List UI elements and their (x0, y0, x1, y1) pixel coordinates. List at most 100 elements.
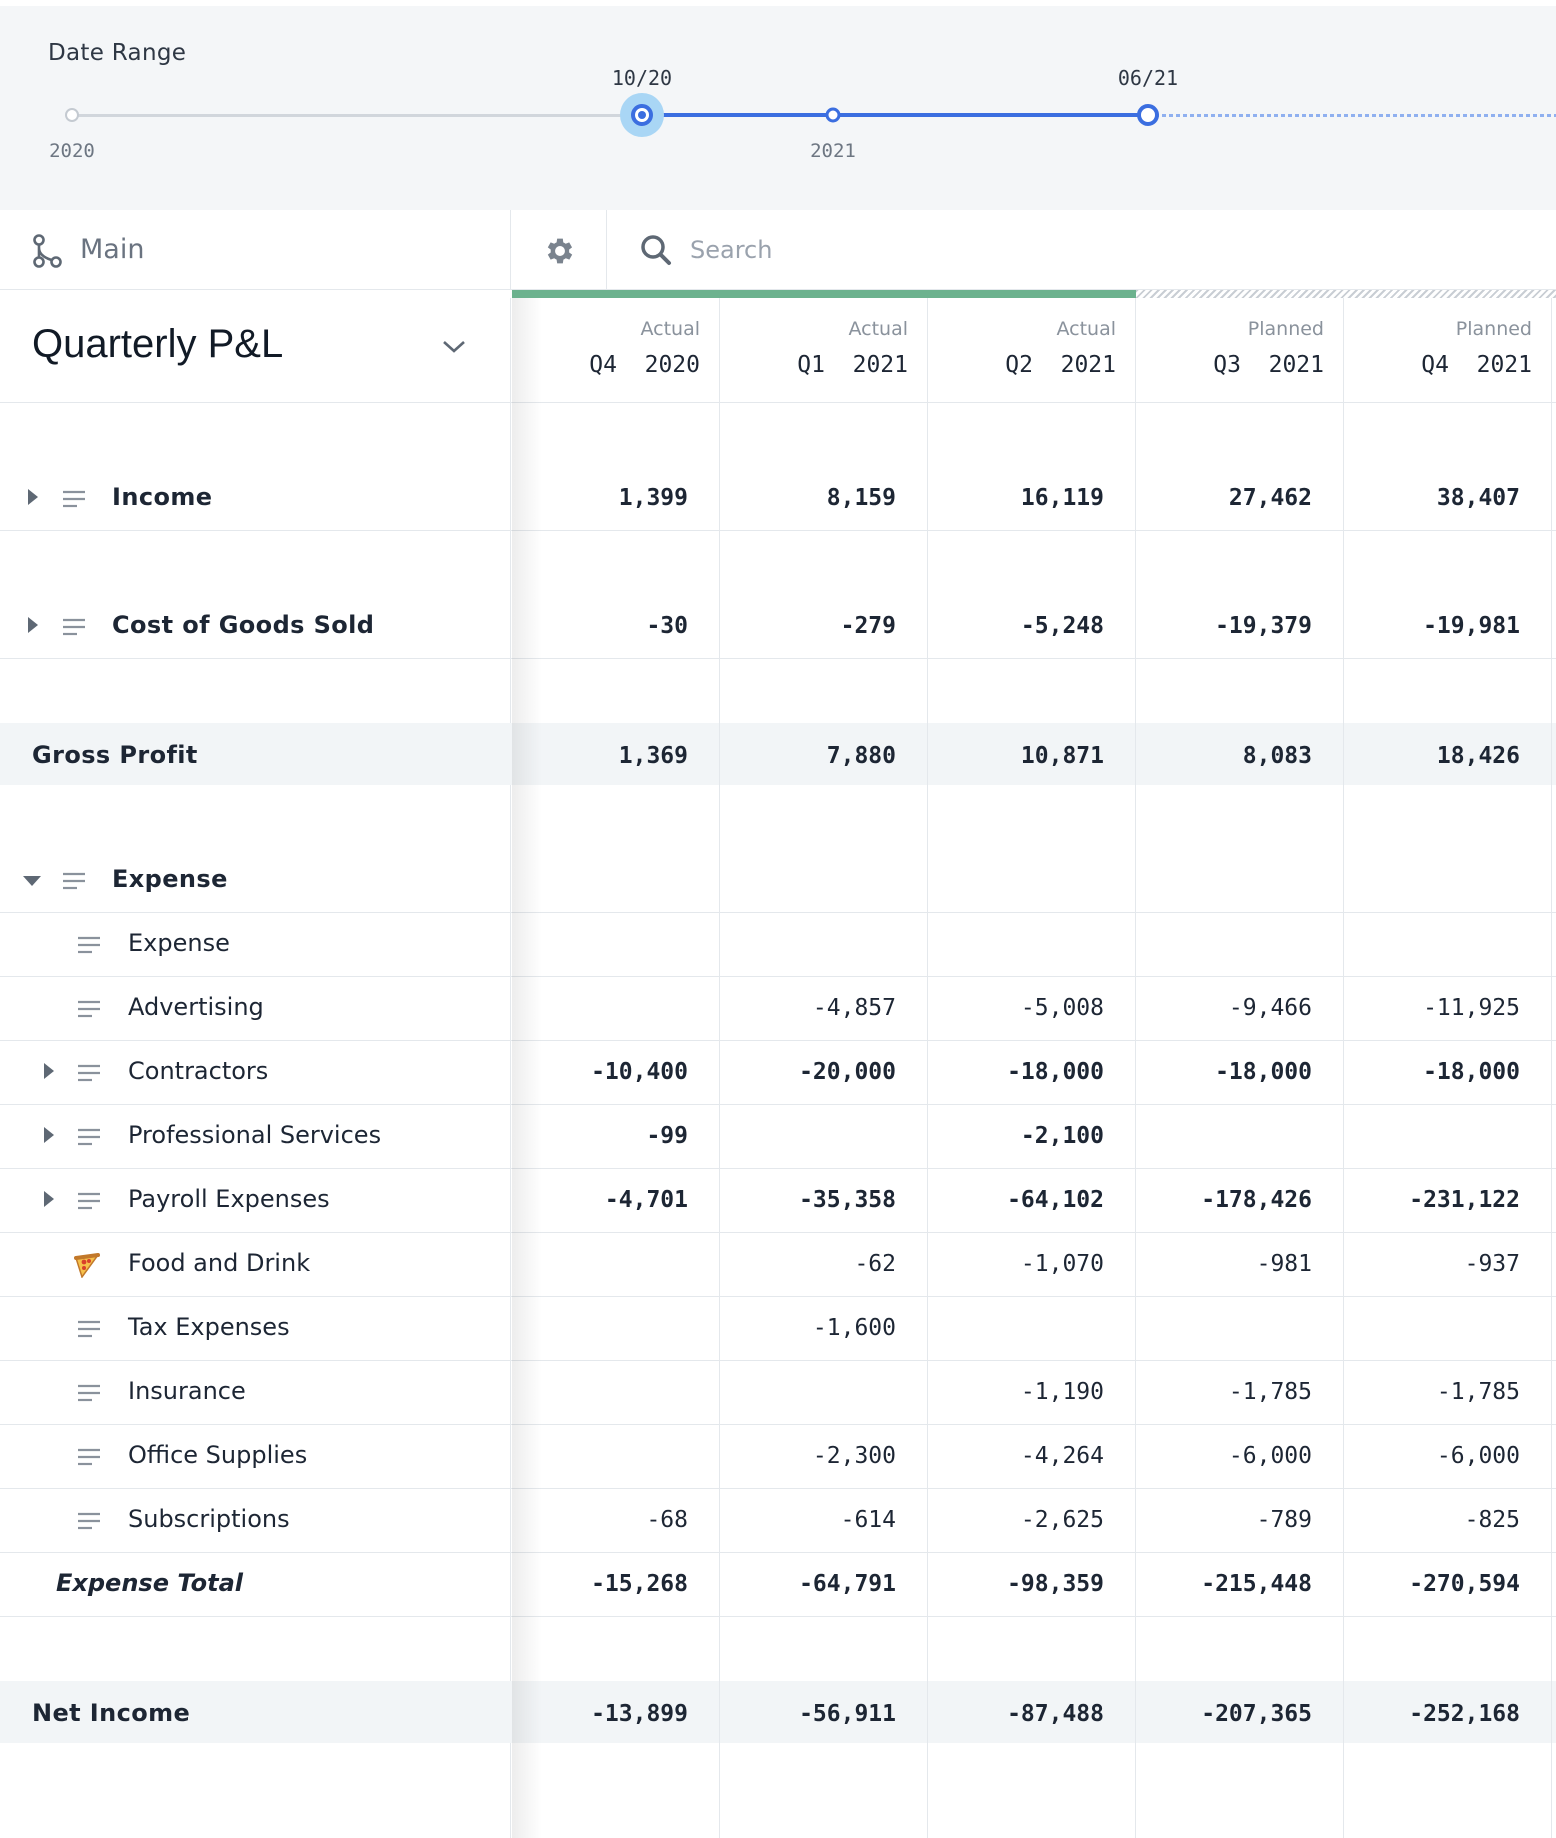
cell-value[interactable]: -981 (1256, 1251, 1312, 1277)
cell-value[interactable]: 18,426 (1436, 743, 1520, 769)
summary-row[interactable]: Gross Profit 1,369 7,880 10,871 8,083 18,426 (0, 723, 1556, 785)
search-input[interactable] (690, 228, 1490, 272)
cell-value[interactable]: -1,070 (1020, 1251, 1104, 1277)
cell-value[interactable]: -207,365 (1201, 1701, 1312, 1727)
column-header[interactable]: Actual Q4 2020 (512, 298, 720, 402)
cell-value[interactable]: -18,000 (1007, 1059, 1104, 1085)
cell-value[interactable]: -99 (646, 1123, 688, 1149)
cell-value[interactable]: -2,300 (812, 1443, 896, 1469)
cell-value[interactable]: -18,000 (1215, 1059, 1312, 1085)
table-row[interactable]: Food and Drink -62 -1,070 -981 -937 (0, 1233, 1556, 1297)
expand-arrow-icon[interactable] (44, 1191, 54, 1207)
cell-value[interactable]: -825 (1464, 1507, 1520, 1533)
column-header[interactable]: Actual Q2 2021 (928, 298, 1136, 402)
cell-value[interactable]: 1,369 (618, 743, 688, 769)
panel-tab[interactable] (48, 0, 326, 6)
cell-value[interactable]: -87,488 (1007, 1701, 1104, 1727)
collapse-arrow-icon[interactable] (23, 876, 41, 886)
search-icon[interactable] (638, 232, 674, 268)
cell-value[interactable]: -1,785 (1228, 1379, 1312, 1405)
table-row[interactable]: Office Supplies -2,300 -4,264 -6,000 -6,000 (0, 1425, 1556, 1489)
cell-value[interactable]: -35,358 (799, 1187, 896, 1213)
table-row[interactable]: Income 1,399 8,159 16,119 27,462 38,407 (0, 403, 1556, 531)
cell-value[interactable]: -2,100 (1020, 1123, 1104, 1149)
timeline-node-2021[interactable] (825, 107, 841, 123)
cell-value[interactable]: -1,600 (812, 1315, 896, 1341)
branch-selector[interactable]: Main (0, 210, 511, 290)
table-row[interactable]: Expense (0, 785, 1556, 913)
settings-button[interactable] (511, 210, 607, 290)
table-row[interactable]: Subscriptions -68 -614 -2,625 -789 -825 (0, 1489, 1556, 1553)
cell-value[interactable]: -252,168 (1409, 1701, 1520, 1727)
cell-value[interactable]: -4,264 (1020, 1443, 1104, 1469)
cell-value[interactable]: -178,426 (1201, 1187, 1312, 1213)
cell-value[interactable]: -215,448 (1201, 1571, 1312, 1597)
cell-value[interactable]: -4,857 (812, 995, 896, 1021)
cell-value[interactable]: -62 (854, 1251, 896, 1277)
cell-value[interactable]: -68 (646, 1507, 688, 1533)
cell-value[interactable]: -6,000 (1436, 1443, 1520, 1469)
cell-value[interactable]: 16,119 (1020, 485, 1104, 511)
expand-arrow-icon[interactable] (28, 617, 38, 633)
chevron-down-icon[interactable] (442, 340, 466, 354)
cell-value[interactable]: -614 (840, 1507, 896, 1533)
cell-value[interactable]: -19,981 (1423, 613, 1520, 639)
cell-value[interactable]: -5,008 (1020, 995, 1104, 1021)
start-handle[interactable] (620, 93, 664, 137)
end-handle[interactable] (1137, 104, 1159, 126)
cell-value[interactable]: -279 (840, 613, 896, 639)
table-row[interactable]: Contractors -10,400 -20,000 -18,000 -18,000 -… (0, 1041, 1556, 1105)
column-header[interactable]: Planned Q4 2021 (1344, 298, 1552, 402)
summary-row[interactable]: Net Income -13,899 -56,911 -87,488 -207,365 -… (0, 1681, 1556, 1743)
cell-value[interactable]: -18,000 (1423, 1059, 1520, 1085)
cell-value[interactable]: -10,400 (591, 1059, 688, 1085)
cell-value[interactable]: -1,785 (1436, 1379, 1520, 1405)
table-row[interactable]: Payroll Expenses -4,701 -35,358 -64,102 -178… (0, 1169, 1556, 1233)
cell-value[interactable]: -13,899 (591, 1701, 688, 1727)
cell-value[interactable]: -937 (1464, 1251, 1520, 1277)
cell-value[interactable]: -4,701 (604, 1187, 688, 1213)
cell-value[interactable]: 38,407 (1436, 485, 1520, 511)
cell-value[interactable]: -6,000 (1228, 1443, 1312, 1469)
expand-arrow-icon[interactable] (44, 1127, 54, 1143)
cell-value[interactable]: -56,911 (799, 1701, 896, 1727)
column-header[interactable]: Planned Q3 2021 (1136, 298, 1344, 402)
cell-value[interactable]: -15,268 (591, 1571, 688, 1597)
total-row[interactable]: Expense Total -15,268 -64,791 -98,359 -215,4… (0, 1553, 1556, 1617)
cell-value[interactable]: 27,462 (1228, 485, 1312, 511)
cell-value[interactable]: -5,248 (1020, 613, 1104, 639)
cell-value[interactable]: -270,594 (1409, 1571, 1520, 1597)
cell-value[interactable]: -11,925 (1423, 995, 1520, 1021)
timeline-track-inactive[interactable] (72, 114, 642, 117)
cell-value[interactable]: 8,083 (1242, 743, 1312, 769)
cell-value[interactable]: -64,102 (1007, 1187, 1104, 1213)
cell-value[interactable]: -2,625 (1020, 1507, 1104, 1533)
column-status: Planned (1455, 318, 1532, 340)
column-header[interactable]: Actual Q1 2021 (720, 298, 928, 402)
cell-value[interactable]: -98,359 (1007, 1571, 1104, 1597)
table-row[interactable]: Advertising -4,857 -5,008 -9,466 -11,925 (0, 977, 1556, 1041)
cell-value[interactable]: 1,399 (618, 485, 688, 511)
cell-value[interactable]: -30 (646, 613, 688, 639)
timeline-node-2020[interactable] (65, 108, 79, 122)
cell-value[interactable]: -19,379 (1215, 613, 1312, 639)
cell-value[interactable]: -9,466 (1228, 995, 1312, 1021)
table-row[interactable]: Expense (0, 913, 1556, 977)
cell-value[interactable]: -1,190 (1020, 1379, 1104, 1405)
expand-arrow-icon[interactable] (44, 1063, 54, 1079)
cell-value[interactable]: 7,880 (826, 743, 896, 769)
column-period: Q1 2021 (797, 352, 908, 378)
cell-value[interactable]: 10,871 (1020, 743, 1104, 769)
row-lines-icon (78, 1192, 100, 1210)
table-row[interactable]: Tax Expenses -1,600 (0, 1297, 1556, 1361)
table-row[interactable]: Cost of Goods Sold -30 -279 -5,248 -19,379 -1… (0, 531, 1556, 659)
cell-value[interactable]: -20,000 (799, 1059, 896, 1085)
cell-value[interactable]: 8,159 (826, 485, 896, 511)
cell-value[interactable]: -64,791 (799, 1571, 896, 1597)
timeline-selected-range[interactable] (641, 113, 1147, 117)
cell-value[interactable]: -231,122 (1409, 1187, 1520, 1213)
table-row[interactable]: Professional Services -99 -2,100 (0, 1105, 1556, 1169)
cell-value[interactable]: -789 (1256, 1507, 1312, 1533)
table-row[interactable]: Insurance -1,190 -1,785 -1,785 (0, 1361, 1556, 1425)
expand-arrow-icon[interactable] (28, 489, 38, 505)
